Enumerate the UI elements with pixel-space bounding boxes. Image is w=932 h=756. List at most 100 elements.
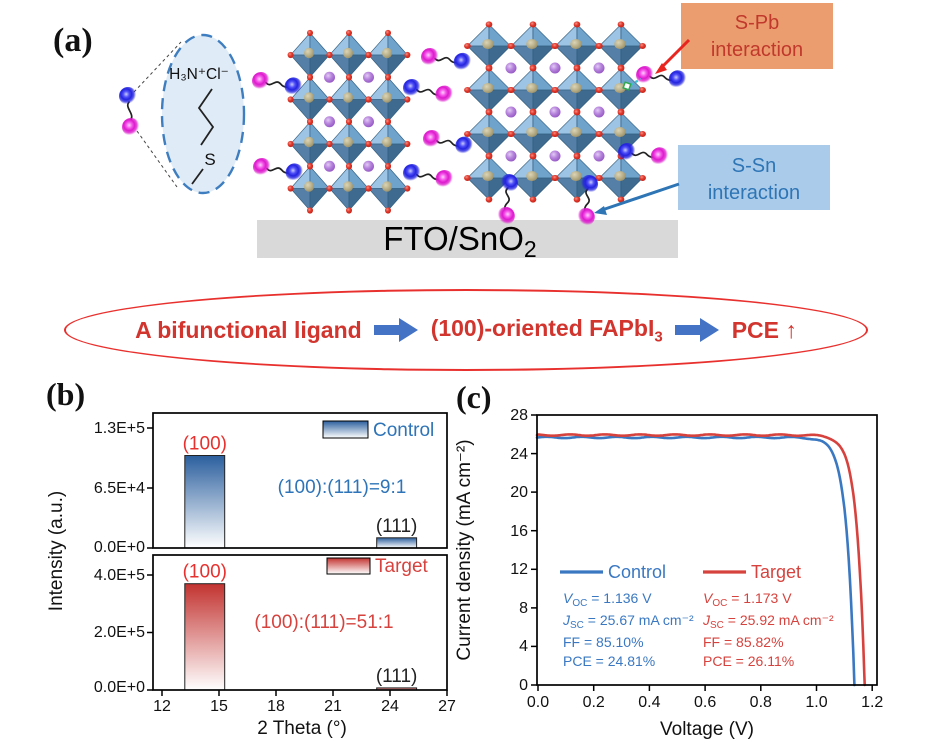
svg-text:FF = 85.82%: FF = 85.82% (703, 634, 784, 650)
cation-ball (549, 62, 561, 74)
banner-step-oriented: (100)-oriented FAPbI3 (430, 314, 663, 346)
cation-ball (505, 62, 517, 74)
s-pb-label2: interaction (711, 39, 803, 61)
tick-label: 12 (510, 561, 528, 578)
xrd-y-axis-label: Intensity (a.u.) (46, 491, 67, 611)
svg-text:JSC = 25.67 mA cm⁻²: JSC = 25.67 mA cm⁻² (562, 612, 694, 631)
tick-label: 0.2 (583, 694, 605, 711)
tick-label: 18 (267, 698, 285, 715)
jv-curve-control (535, 435, 856, 687)
banner-step-ligand: A bifunctional ligand (135, 316, 362, 343)
tick-label: 28 (510, 407, 528, 424)
svg-text:FF = 85.10%: FF = 85.10% (563, 634, 644, 650)
substrate-label: FTO/SnO2 (383, 220, 536, 262)
tick-label: 1.0 (805, 694, 827, 711)
tick-label: 1.3E+5 (94, 420, 145, 437)
legend-swatch-target (326, 557, 371, 575)
jv-params-target: VOC = 1.173 V JSC = 25.92 mA cm⁻² FF = 8… (702, 590, 834, 669)
orientation-ratio-target: (100):(111)=51:1 (254, 612, 393, 633)
sulfur-atom-label: S (204, 150, 215, 169)
svg-text:VOC = 1.173 V: VOC = 1.173 V (703, 590, 792, 609)
tick-label: 4.0E+5 (94, 567, 145, 584)
jv-legend: Control Target (560, 562, 801, 582)
cation-ball (324, 160, 335, 172)
banner-step-pce: PCE ↑ (731, 316, 797, 343)
tick-label: 0 (519, 677, 528, 694)
jv-y-axis-label: Current density (mA cm⁻²) (454, 439, 475, 660)
panel-b-label: (b) (46, 376, 86, 412)
legend-label-target: Target (751, 562, 801, 582)
svg-text:JSC = 25.92 mA cm⁻²: JSC = 25.92 mA cm⁻² (702, 612, 834, 631)
svg-text:PCE = 24.81%: PCE = 24.81% (563, 653, 655, 669)
panel-c-label: (c) (456, 379, 492, 415)
cation-ball (363, 71, 374, 83)
block-arrow-icon (674, 318, 719, 342)
cation-ball (593, 106, 605, 118)
svg-text:PCE = 26.11%: PCE = 26.11% (703, 653, 794, 669)
jv-chart: 0 4 8 12 16 20 24 28 0.0 0.2 0.4 0.6 0.8… (454, 407, 883, 740)
cation-ball (593, 150, 605, 162)
alkyl-chain (197, 88, 215, 146)
perovskite-lattice-small (287, 29, 411, 215)
cation-ball (363, 160, 374, 172)
s-pb-bond (622, 78, 642, 91)
tick-label: 8 (519, 600, 528, 617)
tick-label: 24 (381, 698, 399, 715)
xrd-chart: (100)(111) 1.3E+5 6.5E+4 0.0E+0 Control … (46, 412, 456, 739)
legend-label-control: Control (373, 420, 434, 441)
xrd-x-axis-label: 2 Theta (°) (257, 718, 347, 739)
red-arrow (655, 38, 691, 74)
jv-curve-target (535, 433, 866, 687)
tick-label: 2.0E+5 (94, 624, 145, 641)
tick-label: 6.5E+4 (94, 480, 145, 497)
xrd-subplot-target: (100) (111) 4.0E+5 2.0E+5 0.0E+0 Target (… (94, 554, 456, 715)
cation-ball (593, 62, 605, 74)
tick-label: 4 (519, 638, 528, 655)
svg-text:VOC = 1.136 V: VOC = 1.136 V (563, 590, 652, 609)
xrd-bar (184, 583, 226, 691)
panel-a-label: (a) (53, 22, 93, 59)
xrd-bar (184, 455, 226, 549)
tick-label: 0.8 (750, 694, 772, 711)
s-sn-interaction-box: S-Sn interaction (678, 145, 830, 210)
tick-label: 0.0E+0 (94, 679, 145, 696)
peak-label: (111) (376, 666, 418, 687)
up-arrow-icon: ↑ (785, 316, 797, 343)
cation-ball (505, 150, 517, 162)
tick-label: 0.4 (638, 694, 660, 711)
molecule-formula: H₃N⁺Cl⁻ (169, 66, 229, 83)
legend-label-target: Target (375, 556, 429, 577)
blue-arrow (594, 182, 680, 215)
jv-x-axis-label: Voltage (V) (660, 719, 754, 740)
tick-label: 24 (510, 446, 528, 463)
peak-label: (100) (183, 434, 227, 455)
cation-ball (549, 106, 561, 118)
block-arrow-icon (373, 318, 418, 342)
s-sn-label: S-Sn (732, 155, 776, 177)
orientation-ratio-control: (100):(111)=9:1 (278, 477, 407, 498)
xrd-subplot-control: (100)(111) 1.3E+5 6.5E+4 0.0E+0 Control … (94, 412, 448, 556)
tick-label: 20 (510, 484, 528, 501)
tick-label: 12 (153, 698, 171, 715)
s-pb-interaction-box: S-Pb interaction (681, 3, 833, 69)
s-pb-label: S-Pb (735, 12, 779, 34)
tick-label: 1.2 (861, 694, 883, 711)
cation-ball (324, 71, 335, 83)
cation-ball (363, 116, 374, 128)
peak-label: (100) (183, 562, 227, 583)
tick-label: 0.0E+0 (94, 539, 145, 556)
tick-label: 15 (210, 698, 228, 715)
molecule-zoom-ellipse: H₃N⁺Cl⁻ S (160, 33, 246, 195)
flow-banner: A bifunctional ligand (100)-oriented FAP… (64, 289, 868, 371)
tick-label: 0.6 (694, 694, 716, 711)
legend-swatch-control (322, 420, 369, 439)
fto-substrate: FTO/SnO2 (257, 220, 678, 262)
jv-params-control: VOC = 1.136 V JSC = 25.67 mA cm⁻² FF = 8… (562, 590, 694, 669)
cation-ball (505, 106, 517, 118)
s-sn-label2: interaction (708, 182, 800, 204)
tick-label: 16 (510, 523, 528, 540)
tick-label: 0.0 (527, 694, 549, 711)
ligand-molecule-small (119, 87, 140, 136)
peak-label: (111) (376, 516, 418, 537)
